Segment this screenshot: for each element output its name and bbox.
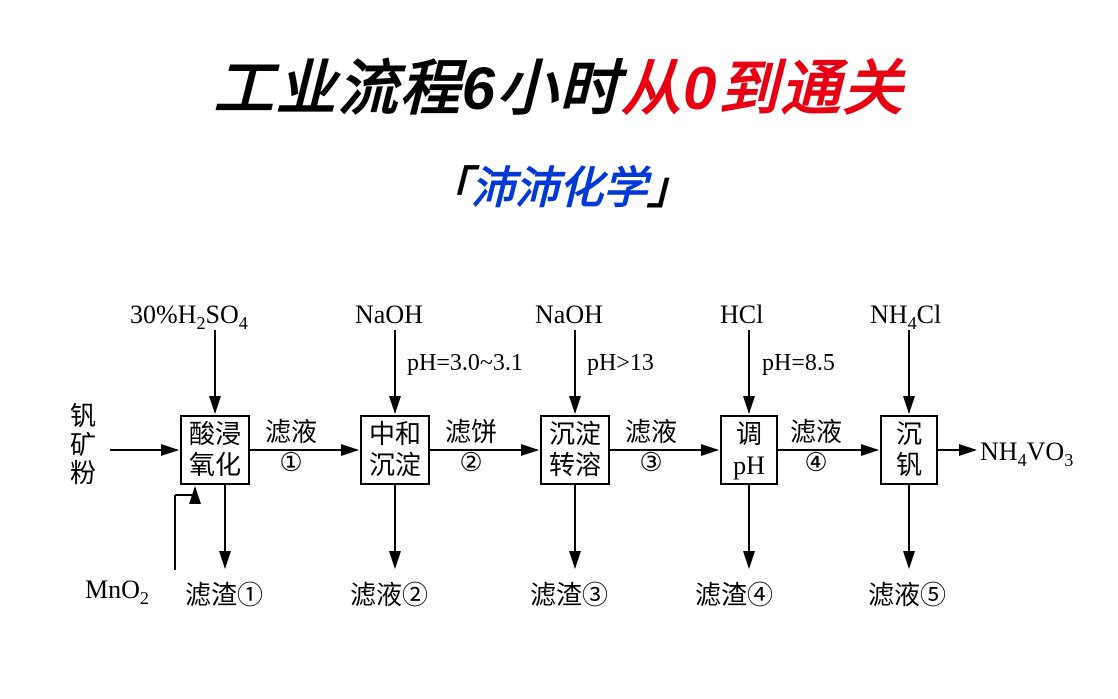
left-input-line2: 矿 bbox=[70, 432, 96, 461]
between-label-2: 滤饼 ② bbox=[445, 418, 497, 478]
bottom-output-0: 滤渣① bbox=[185, 575, 263, 612]
process-box-1: 酸浸 氧化 bbox=[180, 415, 250, 485]
box3-line1: 沉淀 bbox=[549, 419, 601, 450]
left-input-line1: 钒 bbox=[70, 403, 96, 432]
bracket-open: 「 bbox=[427, 164, 471, 213]
subtitle-text: 沛沛化学 bbox=[471, 164, 647, 213]
ph-label-2: pH>13 bbox=[587, 350, 654, 377]
top-input-4: NH4Cl bbox=[870, 300, 941, 334]
left-input: 钒 矿 粉 bbox=[70, 403, 96, 489]
main-title: 工业流程6小时从0到通关 bbox=[0, 0, 1118, 127]
right-output: NH4VO3 bbox=[980, 437, 1073, 471]
bottom-output-3: 滤渣④ bbox=[695, 575, 773, 612]
process-box-4: 调 pH bbox=[720, 415, 778, 485]
bracket-close: 」 bbox=[647, 164, 691, 213]
box2-line1: 中和 bbox=[369, 419, 421, 450]
bottom-output-1: 滤液② bbox=[350, 575, 428, 612]
box2-line2: 沉淀 bbox=[369, 450, 421, 481]
left-input-line3: 粉 bbox=[70, 460, 96, 489]
bl1-line2: ① bbox=[265, 448, 317, 478]
box1-line1: 酸浸 bbox=[189, 419, 241, 450]
box3-line2: 转溶 bbox=[549, 450, 601, 481]
process-box-3: 沉淀 转溶 bbox=[540, 415, 610, 485]
box1-line2: 氧化 bbox=[189, 450, 241, 481]
ph-label-1: pH=3.0~3.1 bbox=[407, 350, 523, 377]
between-label-1: 滤液 ① bbox=[265, 418, 317, 478]
bl4-line2: ④ bbox=[790, 448, 842, 478]
box5-line2: 钒 bbox=[896, 450, 922, 481]
ph-label-3: pH=8.5 bbox=[762, 350, 835, 377]
bottom-output-4: 滤液⑤ bbox=[868, 575, 946, 612]
bl4-line1: 滤液 bbox=[790, 418, 842, 448]
process-box-2: 中和 沉淀 bbox=[360, 415, 430, 485]
bl3-line2: ③ bbox=[625, 448, 677, 478]
flowchart-diagram: 30%H2SO4 NaOH NaOH HCl NH4Cl pH=3.0~3.1 … bbox=[70, 295, 1050, 615]
bl1-line1: 滤液 bbox=[265, 418, 317, 448]
top-input-1: NaOH bbox=[355, 300, 423, 330]
bl2-line2: ② bbox=[445, 448, 497, 478]
bl3-line1: 滤液 bbox=[625, 418, 677, 448]
between-label-3: 滤液 ③ bbox=[625, 418, 677, 478]
top-input-3: HCl bbox=[720, 300, 763, 330]
bl2-line1: 滤饼 bbox=[445, 418, 497, 448]
box5-line1: 沉 bbox=[896, 419, 922, 450]
top-input-0: 30%H2SO4 bbox=[130, 300, 248, 334]
mno2-label: MnO2 bbox=[85, 575, 149, 609]
process-box-5: 沉 钒 bbox=[880, 415, 938, 485]
box4-line1: 调 bbox=[736, 419, 762, 450]
title-part2: 从0到通关 bbox=[621, 55, 904, 122]
top-input-2: NaOH bbox=[535, 300, 603, 330]
bottom-output-2: 滤渣③ bbox=[530, 575, 608, 612]
title-part1: 工业流程6小时 bbox=[214, 55, 621, 122]
between-label-4: 滤液 ④ bbox=[790, 418, 842, 478]
box4-line2: pH bbox=[733, 450, 765, 481]
subtitle: 「沛沛化学」 bbox=[0, 152, 1118, 216]
